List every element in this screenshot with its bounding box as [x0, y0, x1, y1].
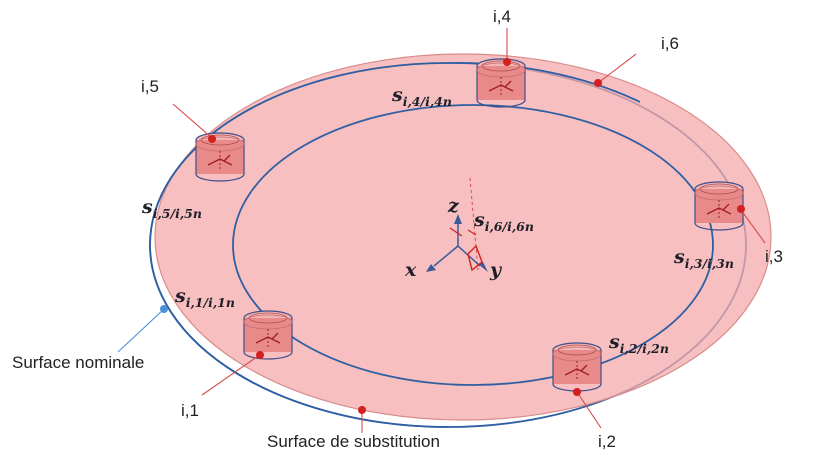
sensor-i1 [243, 310, 293, 360]
leader-lines [172, 28, 766, 433]
label-i4: i,4 [493, 7, 511, 26]
z-arrow-icon [454, 214, 462, 224]
torsor-s6-sub: i,6/i,6n [485, 219, 534, 234]
torsor-s5-base: s [141, 196, 153, 218]
torsor-s5: si,5/i,5n [141, 196, 202, 221]
reference-frame [426, 177, 488, 272]
contact-dot-i1 [256, 351, 264, 359]
x-arrow-icon [426, 264, 436, 272]
torsor-s3: si,3/i,3n [673, 246, 734, 271]
axis-y-label: y [489, 259, 503, 281]
label-i2: i,2 [598, 432, 616, 451]
label-i3: i,3 [765, 247, 783, 266]
sensor-i4 [476, 58, 526, 108]
axis-z-label: z [447, 195, 460, 217]
sensor-i3 [694, 181, 744, 231]
contact-dot-substitution [358, 406, 366, 414]
torsor-s3-base: s [673, 246, 685, 268]
nominal-dot [160, 305, 168, 313]
nominal-leader-line [117, 308, 165, 353]
torsor-s4-base: s [391, 84, 403, 106]
torsor-s2: si,2/i,2n [608, 331, 669, 356]
substitution-surface [154, 53, 772, 421]
label-surface-nominale: Surface nominale [12, 353, 144, 372]
contact-dot-i5 [208, 135, 216, 143]
contact-dot-i3 [737, 205, 745, 213]
torsor-s1: si,1/i,1n [174, 285, 235, 310]
torsor-s2-sub: i,2/i,2n [620, 341, 669, 356]
axis-x-label: x [404, 259, 417, 281]
contact-dot-i6 [594, 79, 602, 87]
label-i5: i,5 [141, 77, 159, 96]
sensor-i2 [552, 342, 602, 392]
contact-points [208, 58, 745, 414]
label-i1: i,1 [181, 401, 199, 420]
sensor-i5 [195, 132, 245, 182]
label-i6: i,6 [661, 34, 679, 53]
torsor-s5-sub: i,5/i,5n [153, 206, 202, 221]
torsor-s1-base: s [174, 285, 186, 307]
torsor-s1-sub: i,1/i,1n [186, 295, 235, 310]
contact-dot-i4 [503, 58, 511, 66]
torsor-s3-sub: i,3/i,3n [685, 256, 734, 271]
torsor-s4-sub: i,4/i,4n [403, 94, 452, 109]
torsor-s6-base: s [473, 209, 485, 231]
torsor-s4: si,4/i,4n [391, 84, 452, 109]
nominal-outer-arc-left [149, 62, 449, 428]
torsor-s6: si,6/i,6n [473, 209, 534, 234]
nominal-outer-arc-top-right [447, 62, 641, 103]
small-frame-icon [467, 244, 483, 272]
contact-dot-i2 [573, 388, 581, 396]
y-arrow-icon [478, 262, 488, 272]
inner-ring [232, 104, 714, 386]
label-surface-substitution: Surface de substitution [267, 432, 440, 451]
torsor-s2-base: s [608, 331, 620, 353]
